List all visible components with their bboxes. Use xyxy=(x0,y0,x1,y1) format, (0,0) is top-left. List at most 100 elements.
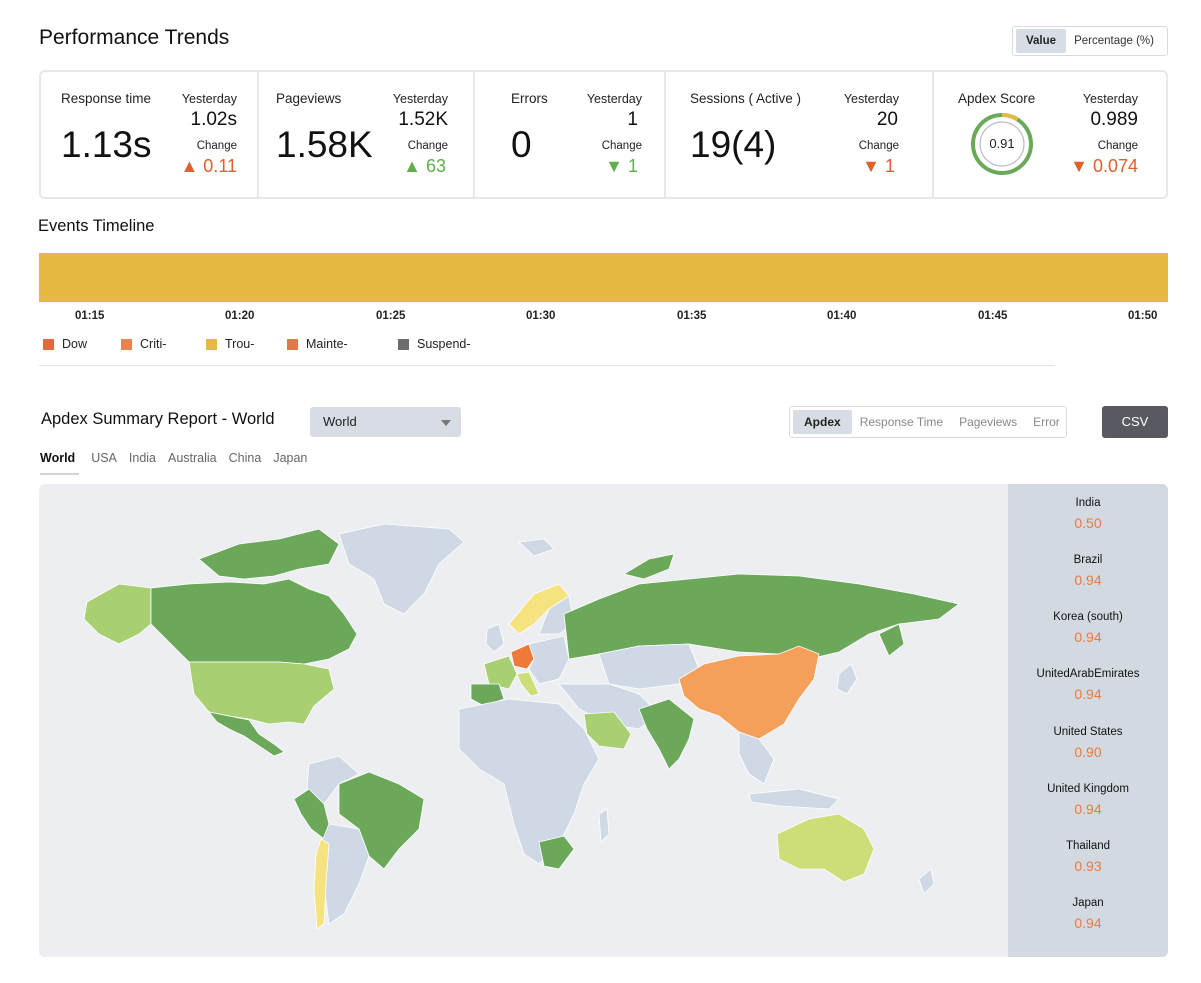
tab-india[interactable]: India xyxy=(128,451,156,465)
map-region-iceland[interactable] xyxy=(518,538,555,557)
country-item-korea[interactable]: Korea (south) 0.94 xyxy=(1008,611,1168,645)
map-region-italy[interactable] xyxy=(516,671,540,697)
apdex-summary-title: Apdex Summary Report - World xyxy=(41,410,275,428)
kpi-pageviews[interactable]: Pageviews 1.58K Yesterday 1.52K Change ▲… xyxy=(259,72,475,197)
world-map-svg xyxy=(83,523,960,930)
csv-export-button[interactable]: CSV xyxy=(1102,406,1168,438)
country-name: India xyxy=(1075,497,1101,509)
kpi-yesterday-value: 1 xyxy=(627,109,638,130)
country-item-united-states[interactable]: United States 0.90 xyxy=(1008,726,1168,760)
kpi-label: Errors xyxy=(511,91,548,106)
kpi-label: Sessions ( Active ) xyxy=(690,91,802,106)
kpi-sessions[interactable]: Sessions ( Active ) 19(4) Yesterday 20 C… xyxy=(666,72,934,197)
kpi-yesterday-label: Yesterday xyxy=(1082,92,1138,106)
tab-response-time[interactable]: Response Time xyxy=(859,415,944,429)
map-region-argentina[interactable] xyxy=(320,823,370,925)
chevron-down-icon xyxy=(441,420,451,426)
kpi-change-value: ▼ 1 xyxy=(605,156,638,176)
map-region-saudi-arabia[interactable] xyxy=(583,711,632,750)
country-name: Thailand xyxy=(1065,840,1111,852)
legend-item-suspended[interactable]: Suspend- xyxy=(398,337,471,351)
legend-item-trouble[interactable]: Trou- xyxy=(206,337,254,351)
tab-world[interactable]: World xyxy=(40,451,80,475)
kpi-errors[interactable]: Errors 0 Yesterday 1 Change ▼ 1 xyxy=(475,72,666,197)
map-region-africa[interactable] xyxy=(458,698,600,865)
kpi-label: Apdex Score xyxy=(958,91,1036,106)
kpi-yesterday-label: Yesterday xyxy=(392,92,448,106)
kpi-change-value: ▼ 0.074 xyxy=(1070,156,1138,176)
kpi-response-time[interactable]: Response time 1.13s Yesterday 1.02s Chan… xyxy=(41,72,259,197)
country-item-thailand[interactable]: Thailand 0.93 xyxy=(1008,840,1168,874)
tab-australia[interactable]: Australia xyxy=(168,451,217,465)
value-toggle-option[interactable]: Value xyxy=(1016,29,1067,53)
kpi-change-label: Change xyxy=(196,140,237,152)
country-apdex-value: 0.93 xyxy=(1074,858,1102,874)
country-apdex-value: 0.94 xyxy=(1074,572,1102,588)
country-apdex-value: 0.50 xyxy=(1074,515,1102,531)
map-region-brazil[interactable] xyxy=(338,771,425,870)
kpi-value: 19(4) xyxy=(690,124,777,165)
map-region-mexico[interactable] xyxy=(208,711,285,757)
map-region-canada[interactable] xyxy=(150,578,358,665)
country-item-uae[interactable]: UnitedArabEmirates 0.94 xyxy=(1008,668,1168,702)
map-region-east-russia-coast[interactable] xyxy=(878,623,905,657)
legend-label: Dow xyxy=(62,337,88,351)
timeline-tick: 01:40 xyxy=(827,310,857,322)
country-name: UnitedArabEmirates xyxy=(1036,668,1140,680)
legend-label: Trou- xyxy=(225,337,255,351)
tab-usa[interactable]: USA xyxy=(91,451,117,465)
world-map[interactable] xyxy=(39,484,1008,957)
map-region-japan[interactable] xyxy=(836,663,858,695)
legend-label: Suspend- xyxy=(417,337,471,351)
country-name: Japan xyxy=(1072,897,1104,909)
tab-apdex[interactable]: Apdex xyxy=(793,410,852,434)
map-region-uk[interactable] xyxy=(485,623,505,653)
legend-item-down[interactable]: Dow xyxy=(43,337,87,351)
map-region-germany[interactable] xyxy=(510,643,535,670)
kpi-value: 1.13s xyxy=(61,124,152,165)
kpi-yesterday-label: Yesterday xyxy=(181,92,237,106)
tab-china[interactable]: China xyxy=(228,451,262,465)
kpi-yesterday-value: 1.52K xyxy=(398,109,448,130)
section-divider xyxy=(39,365,1055,366)
map-region-alaska[interactable] xyxy=(83,583,152,645)
kpi-change-label: Change xyxy=(601,140,642,152)
map-region-france[interactable] xyxy=(483,655,518,690)
map-region-india[interactable] xyxy=(638,698,695,770)
timeline-tick: 01:15 xyxy=(75,310,105,322)
legend-item-critical[interactable]: Criti- xyxy=(121,337,166,351)
map-region-novaya-zemlya[interactable] xyxy=(622,553,675,580)
timeline-tick: 01:50 xyxy=(1128,310,1158,322)
country-item-brazil[interactable]: Brazil 0.94 xyxy=(1008,554,1168,588)
percentage-toggle-option[interactable]: Percentage (%) xyxy=(1074,35,1154,47)
country-item-india[interactable]: India 0.50 xyxy=(1008,497,1168,531)
map-region-greenland[interactable] xyxy=(338,523,465,615)
events-timeline-bar[interactable] xyxy=(39,253,1168,302)
map-region-east-europe[interactable] xyxy=(528,635,570,685)
legend-label: Criti- xyxy=(140,337,167,351)
region-select[interactable]: World xyxy=(310,407,461,437)
legend-item-maintenance[interactable]: Mainte- xyxy=(287,337,348,351)
country-apdex-value: 0.94 xyxy=(1074,915,1102,931)
tab-japan[interactable]: Japan xyxy=(273,451,308,465)
page-title: Performance Trends xyxy=(39,26,230,49)
tab-error[interactable]: Error xyxy=(1033,415,1060,429)
map-region-new-zealand[interactable] xyxy=(918,868,935,895)
apdex-ring-inner xyxy=(979,121,1025,167)
apdex-ring-svg xyxy=(971,113,1033,175)
country-item-united-kingdom[interactable]: United Kingdom 0.94 xyxy=(1008,783,1168,817)
map-region-australia[interactable] xyxy=(776,813,875,883)
map-region-southeast-asia[interactable] xyxy=(738,731,775,785)
map-region-canada-islands[interactable] xyxy=(198,528,340,580)
map-region-south-africa[interactable] xyxy=(538,835,575,870)
country-apdex-value: 0.94 xyxy=(1074,801,1102,817)
kpi-apdex[interactable]: Apdex Score 0.91 Yesterday 0.989 Change … xyxy=(934,72,1166,197)
tab-pageviews[interactable]: Pageviews xyxy=(959,415,1018,429)
country-item-japan[interactable]: Japan 0.94 xyxy=(1008,897,1168,931)
map-region-madagascar[interactable] xyxy=(598,808,610,843)
map-region-china[interactable] xyxy=(678,645,820,740)
map-region-chile[interactable] xyxy=(313,838,330,930)
map-region-indonesia[interactable] xyxy=(748,788,840,810)
country-apdex-value: 0.94 xyxy=(1074,629,1102,645)
value-percentage-toggle: Value Percentage (%) xyxy=(1012,26,1168,56)
